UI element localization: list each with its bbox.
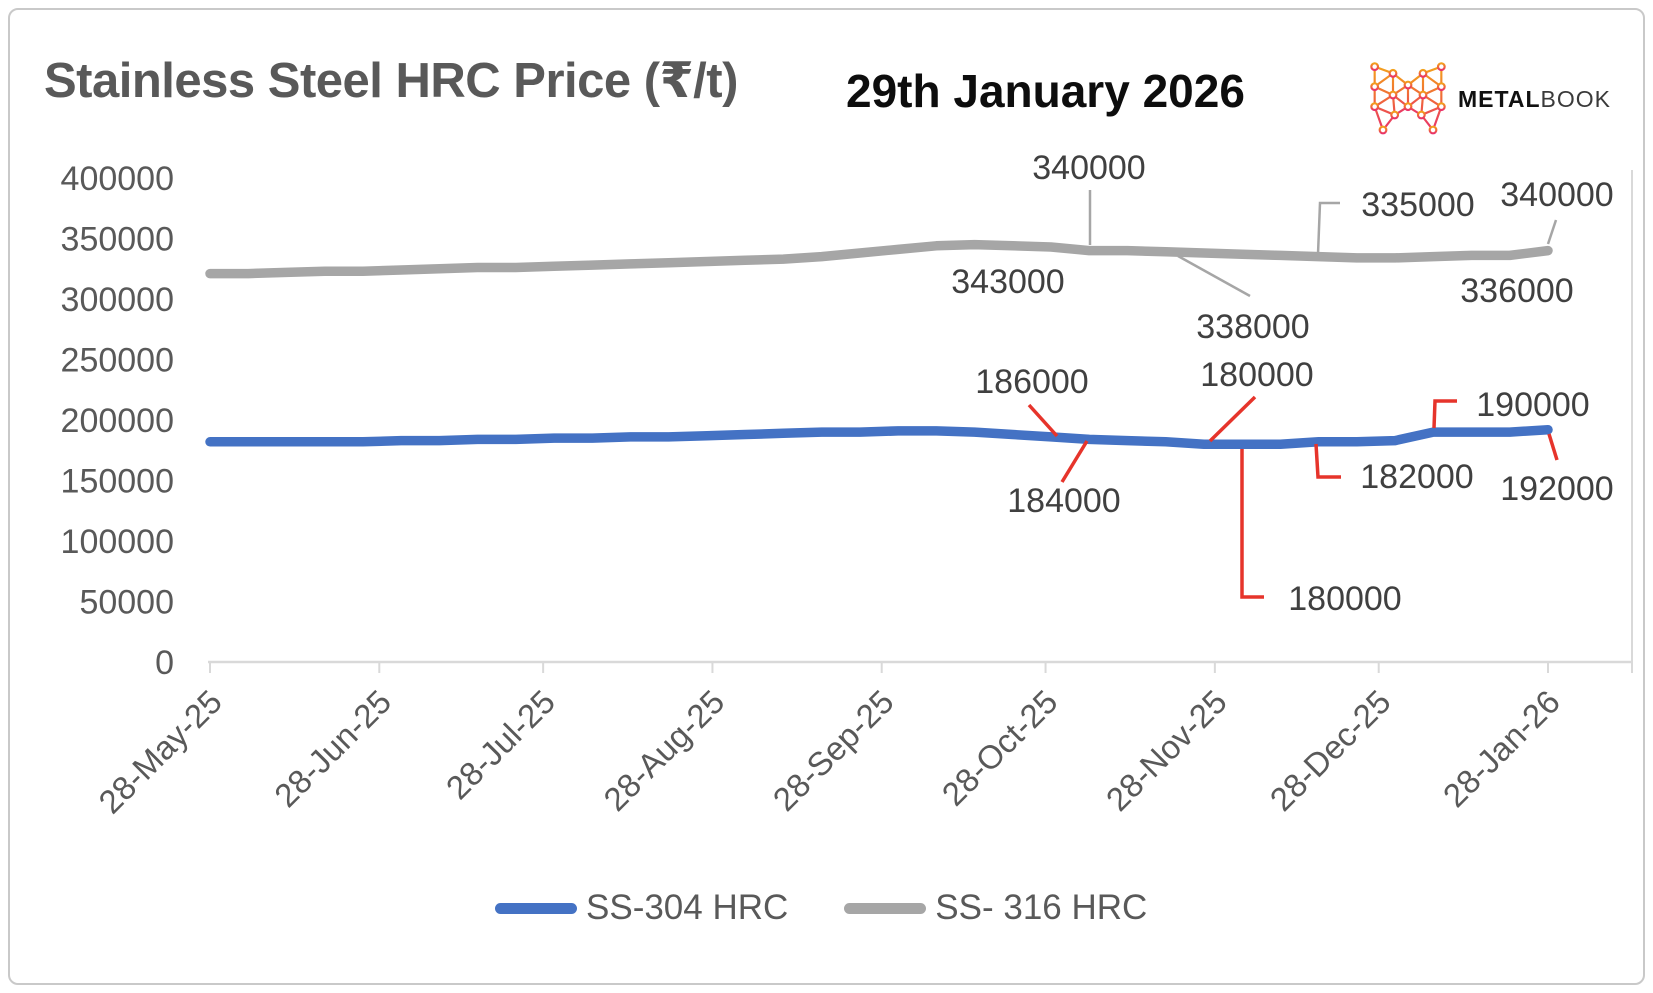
annotation-leader-180000 [1208,395,1257,443]
y-axis-label: 150000 [61,463,174,501]
y-axis-label: 400000 [61,160,174,198]
legend-item-ss-316-hrc: SS- 316 HRC [844,888,1147,928]
annotation-label-340000: 340000 [1500,176,1613,214]
annotation-label-336000: 336000 [1460,272,1573,310]
annotation-label-343000: 343000 [951,263,1064,301]
x-axis-label: 28-May-25 [91,683,229,821]
x-axis-label: 28-Nov-25 [1099,683,1234,818]
x-axis-label: 28-Jul-25 [439,683,562,806]
brand-wordmark: METALBOOK [1458,86,1611,113]
x-axis-label: 28-Jun-25 [267,683,398,814]
y-axis-label: 300000 [61,281,174,319]
x-axis-label: 28-Dec-25 [1263,683,1398,818]
x-axis-label: 28-Sep-25 [766,683,901,818]
y-axis-label: 200000 [61,402,174,440]
chart-title: Stainless Steel HRC Price (₹/t) [44,54,738,108]
annotation-label-338000: 338000 [1196,308,1309,346]
series-line-ss-316-hrc [205,239,1553,279]
annotation-label-184000: 184000 [1007,482,1120,520]
annotation-leader-182000 [1314,443,1341,479]
chart-legend: SS-304 HRC SS- 316 HRC [495,888,1147,928]
y-axis-label: 350000 [61,221,174,259]
annotation-label-190000: 190000 [1476,386,1589,424]
x-axis-label: 28-Jan-26 [1436,683,1567,814]
x-axis-label: 28-Oct-25 [935,683,1065,813]
legend-item-ss-304-hrc: SS-304 HRC [495,888,788,928]
annotation-leader-184000 [1060,440,1089,483]
metalbook-logo: METALBOOK [1366,58,1646,142]
brand-metal: METAL [1458,86,1541,112]
annotation-label-192000: 192000 [1500,470,1613,508]
series-line-ss-304-hrc [205,424,1553,449]
annotation-label-335000: 335000 [1361,186,1474,224]
annotation-leader-186000 [1027,403,1059,438]
annotation-leader-190000 [1432,399,1457,429]
annotation-leader-335000 [1316,201,1340,255]
annotation-label-180000: 180000 [1288,580,1401,618]
annotation-label-182000: 182000 [1360,458,1473,496]
y-axis-label: 250000 [61,342,174,380]
legend-swatch-ss-316 [844,902,927,914]
legend-swatch-ss-304 [495,902,577,914]
legend-label-ss-316: SS- 316 HRC [935,888,1148,927]
metalbook-m-icon [1370,62,1446,135]
annotation-label-340000: 340000 [1032,149,1145,187]
legend-label-ss-304: SS-304 HRC [586,888,789,927]
annotation-leader-340000 [1546,219,1558,245]
y-axis-label: 100000 [61,523,174,561]
annotation-label-186000: 186000 [975,363,1088,401]
annotation-leader-338000 [1177,254,1251,298]
annotation-leader-192000 [1547,433,1559,461]
y-axis-label: 0 [155,644,174,682]
brand-book: BOOK [1540,86,1611,112]
report-date: 29th January 2026 [846,65,1245,117]
page-border [8,8,1645,985]
x-axis-label: 28-Aug-25 [596,683,731,818]
y-axis-label: 50000 [79,584,174,622]
annotation-label-180000: 180000 [1200,356,1313,394]
annotation-leader-180000 [1240,449,1264,599]
